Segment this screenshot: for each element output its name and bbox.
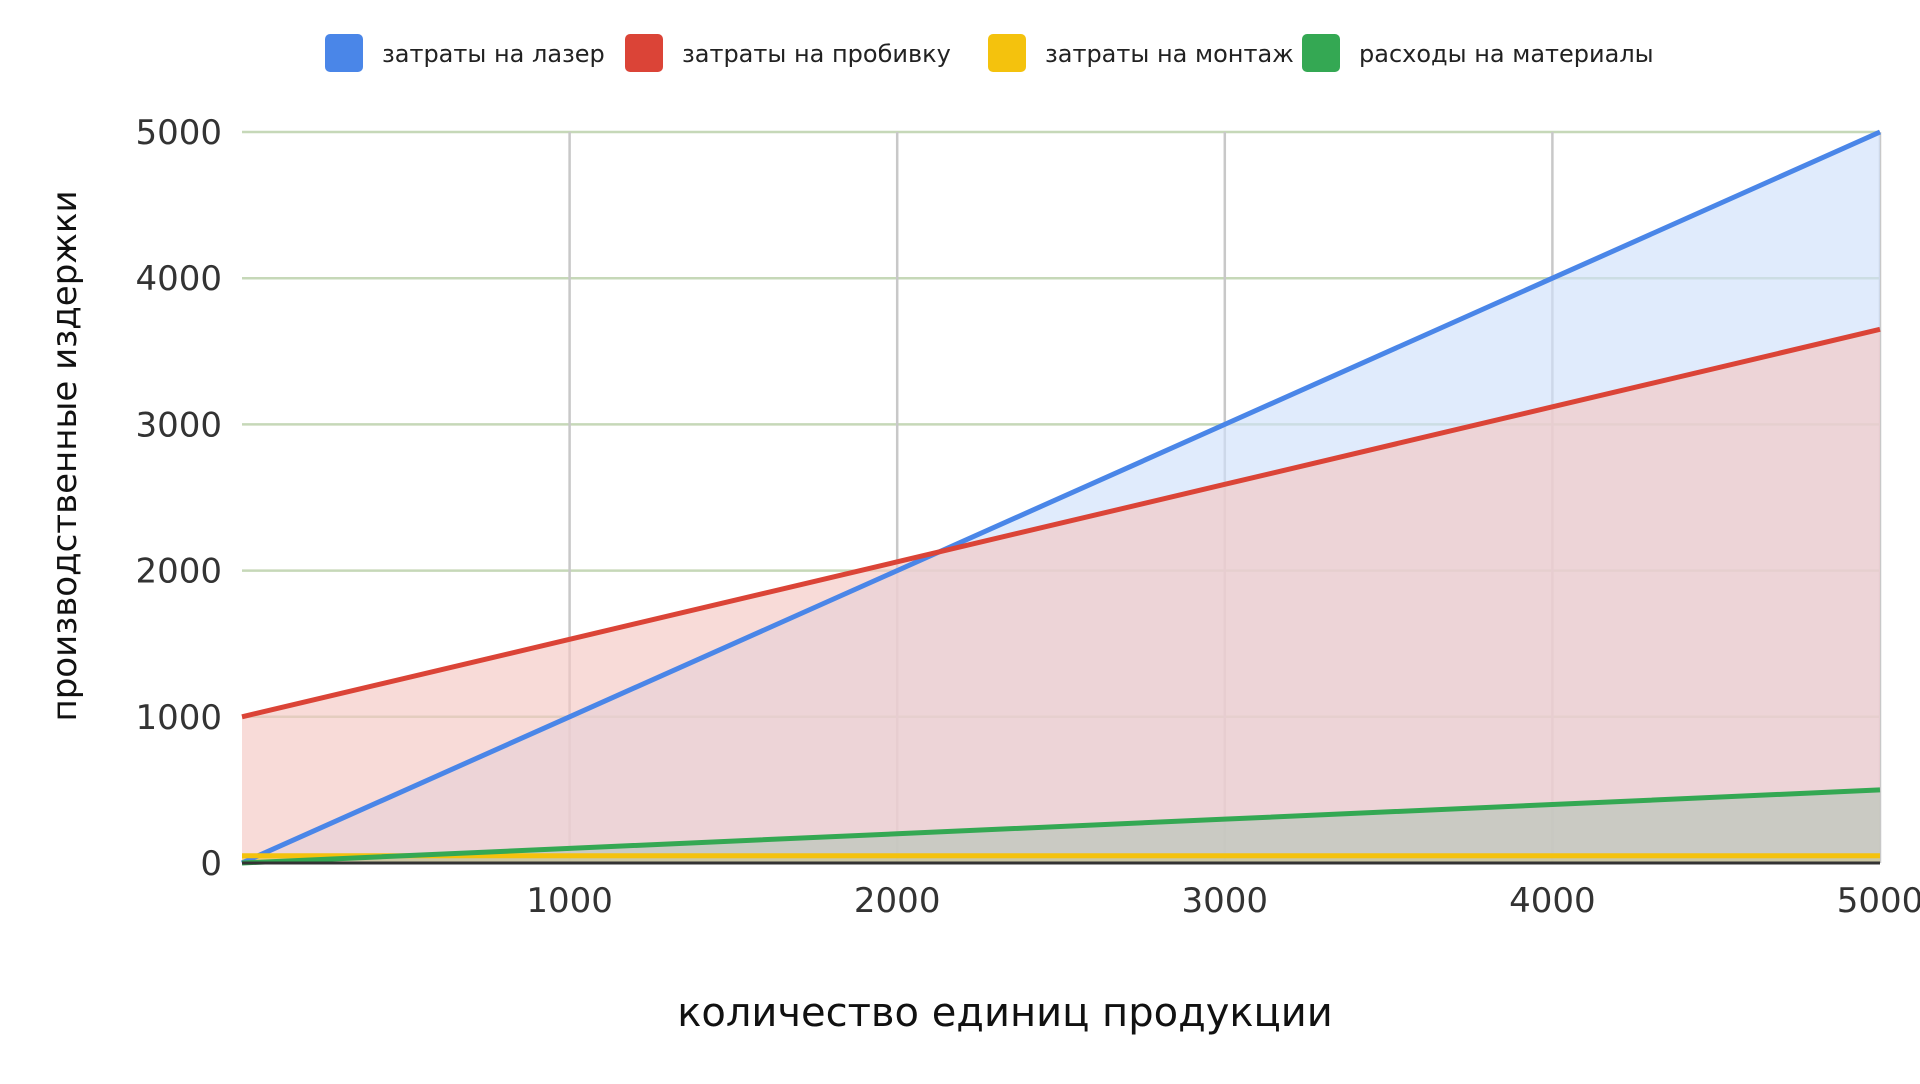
legend-label-1: затраты на пробивку bbox=[682, 40, 951, 68]
axes: 0 1000 2000 3000 4000 5000 1000 2000 3000 4000 500… bbox=[135, 113, 1920, 921]
series-line-3 bbox=[241, 787, 1881, 866]
legend-label-0: затраты на лазер bbox=[382, 40, 605, 68]
y-tick-label-5: 5000 bbox=[135, 113, 222, 153]
series-lines bbox=[240, 129, 1882, 866]
x-tick-label-3: 4000 bbox=[1509, 881, 1596, 921]
legend-swatch-0 bbox=[325, 34, 363, 72]
x-tick-label-1: 2000 bbox=[854, 881, 941, 921]
x-tick-label-0: 1000 bbox=[526, 881, 613, 921]
y-tick-label-4: 4000 bbox=[135, 259, 222, 299]
legend-swatch-1 bbox=[625, 34, 663, 72]
legend: затраты на лазер затраты на пробивку затра… bbox=[325, 34, 1654, 72]
legend-label-3: расходы на материалы bbox=[1359, 40, 1654, 68]
y-tick-label-0: 0 bbox=[200, 844, 222, 884]
legend-label-2: затраты на монтаж bbox=[1045, 40, 1294, 68]
legend-swatch-2 bbox=[988, 34, 1026, 72]
legend-swatch-3 bbox=[1302, 34, 1340, 72]
area-fill-1 bbox=[242, 329, 1880, 863]
x-tick-label-4: 5000 bbox=[1837, 881, 1920, 921]
y-axis-title: производственные издержки bbox=[45, 190, 85, 721]
series-line-1 bbox=[241, 326, 1881, 720]
series-line-0 bbox=[240, 129, 1882, 866]
y-tick-label-3: 3000 bbox=[135, 405, 222, 445]
y-tick-label-2: 2000 bbox=[135, 552, 222, 592]
x-axis-title: количество единиц продукции bbox=[677, 990, 1333, 1036]
x-tick-label-2: 3000 bbox=[1182, 881, 1269, 921]
y-tick-label-1: 1000 bbox=[135, 698, 222, 738]
